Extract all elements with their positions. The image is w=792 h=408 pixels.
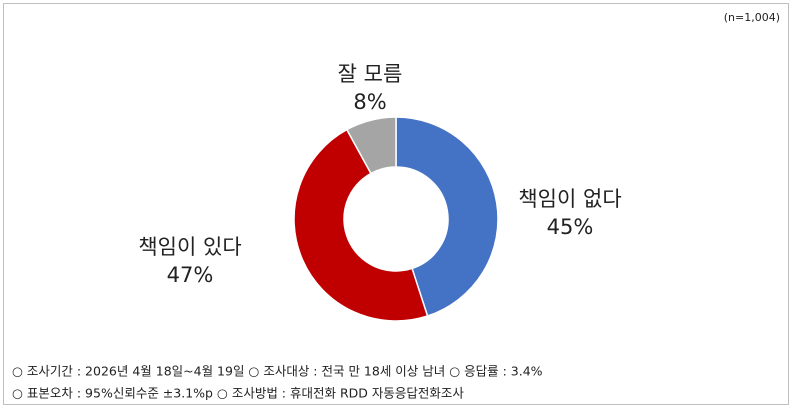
value-label: 47% <box>167 263 214 287</box>
note: ○ 조사기간 : 2026년 4월 18일~4월 19일 ○ 조사대상 : 전국… <box>12 364 543 379</box>
donut-slice <box>293 128 429 322</box>
category-label: 잘 모름 <box>338 62 403 86</box>
donut-slice <box>395 116 499 317</box>
frame <box>3 3 789 405</box>
value-label: 8% <box>353 90 386 114</box>
donut-slice <box>345 116 397 175</box>
note: ○ 표본오차 : 95%신뢰수준 ±3.1%p ○ 조사방법 : 휴대전화 RD… <box>12 386 464 401</box>
category-label: 책임이 있다 <box>138 235 241 259</box>
category-label: 책임이 없다 <box>518 187 621 211</box>
sample-size: (n=1,004) <box>724 11 780 24</box>
value-label: 45% <box>547 215 594 239</box>
